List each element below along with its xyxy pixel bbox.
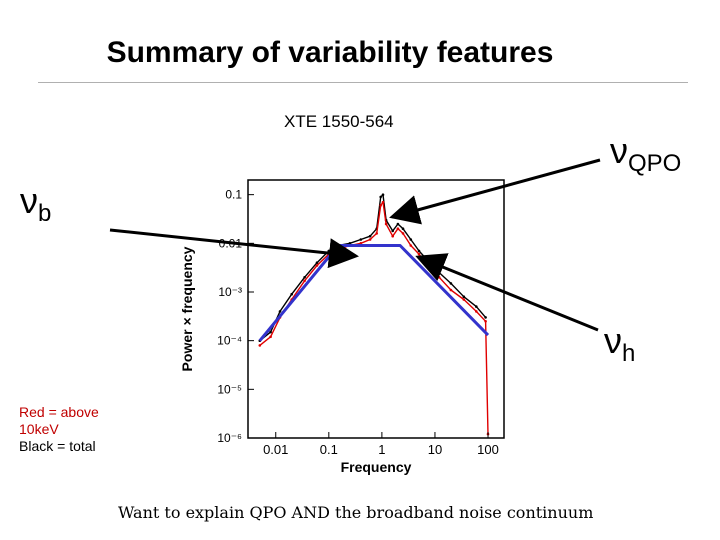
legend-black-line: Black = total (19, 438, 96, 454)
series-1-point-25 (484, 320, 487, 323)
series-0-point-4 (303, 276, 306, 279)
series-0-point-5 (315, 261, 319, 264)
series-1-point-4 (303, 279, 306, 283)
qpo-subscript: QPO (628, 150, 682, 177)
slide-title: Summary of variability features (106, 36, 554, 69)
series-1-point-9 (359, 242, 363, 245)
series-0-point-23 (462, 295, 466, 298)
title-divider (38, 82, 688, 83)
x-tick-label: 100 (477, 442, 499, 457)
h-subscript: h (622, 340, 636, 367)
nu-symbol: ν (610, 130, 628, 171)
series-0-point-25 (484, 316, 487, 319)
series-0-point-17 (401, 227, 405, 230)
qpo-arrow (389, 158, 601, 225)
series-0-point-13 (381, 193, 385, 196)
color-legend: Red = above 10keV Black = total (19, 404, 99, 455)
series-0-point-18 (409, 238, 413, 241)
legend-red-line2: 10keV (19, 421, 59, 437)
x-tick-label: 10 (428, 442, 442, 457)
hf-break-arrow (415, 253, 599, 332)
y-tick-label: 10⁻⁵ (217, 382, 242, 396)
series-1-point-17 (401, 232, 405, 235)
series-1-point-16 (396, 227, 400, 230)
series-0-point-19 (417, 249, 421, 253)
series-1-point-24 (475, 310, 478, 313)
nu-symbol: ν (20, 180, 38, 221)
x-tick-label: 0.1 (320, 442, 338, 457)
nu-symbol: ν (604, 320, 622, 361)
series-0-point-15 (391, 229, 394, 233)
nu-qpo-label: νQPO (610, 130, 681, 177)
series-line-2 (258, 244, 490, 342)
nu-h-label: νh (604, 320, 635, 367)
series-1-point-1 (269, 335, 272, 339)
y-tick-label: 10⁻³ (218, 285, 242, 299)
series-0-point-9 (359, 238, 363, 241)
series-0-point-10 (368, 234, 372, 238)
break-arrow (109, 228, 359, 269)
y-tick-label: 0.1 (225, 188, 242, 202)
series-1-point-13 (381, 200, 385, 204)
series-0-point-22 (449, 282, 453, 285)
series-1-point-12 (379, 204, 382, 207)
series-0-point-3 (290, 292, 293, 296)
series-1-point-14 (384, 222, 388, 226)
caption-text: Want to explain QPO AND the broadband no… (118, 503, 594, 522)
plot-frame (247, 179, 505, 439)
series-1-point-5 (315, 264, 319, 267)
series-1-point-18 (409, 244, 413, 247)
x-tick-label: 1 (378, 442, 385, 457)
legend-red-line1: Red = above (19, 404, 99, 420)
y-axis-label: Power × frequency (179, 246, 195, 371)
plot-source-label: XTE 1550-564 (284, 112, 394, 131)
y-tick-label: 10⁻⁶ (217, 431, 242, 445)
series-0-point-24 (475, 305, 478, 308)
series-0-point-2 (278, 310, 282, 313)
series-1-point-11 (375, 232, 378, 235)
nu-b-label: νb (20, 180, 51, 227)
y-tick-label: 10⁻⁴ (217, 334, 242, 348)
series-0-point-1 (269, 330, 272, 334)
b-subscript: b (38, 200, 52, 227)
series-0-point-12 (379, 195, 382, 199)
series-1-point-23 (462, 298, 466, 301)
power-spectrum-chart: 0.010.11101000.10.0110⁻³10⁻⁴10⁻⁵10⁻⁶Freq… (179, 179, 505, 475)
series-1-point-0 (258, 344, 262, 347)
x-tick-label: 0.01 (263, 442, 288, 457)
series-1-point-22 (449, 288, 453, 292)
x-axis-label: Frequency (341, 459, 412, 475)
series-1-point-15 (391, 234, 394, 238)
series-1-point-10 (368, 238, 372, 241)
